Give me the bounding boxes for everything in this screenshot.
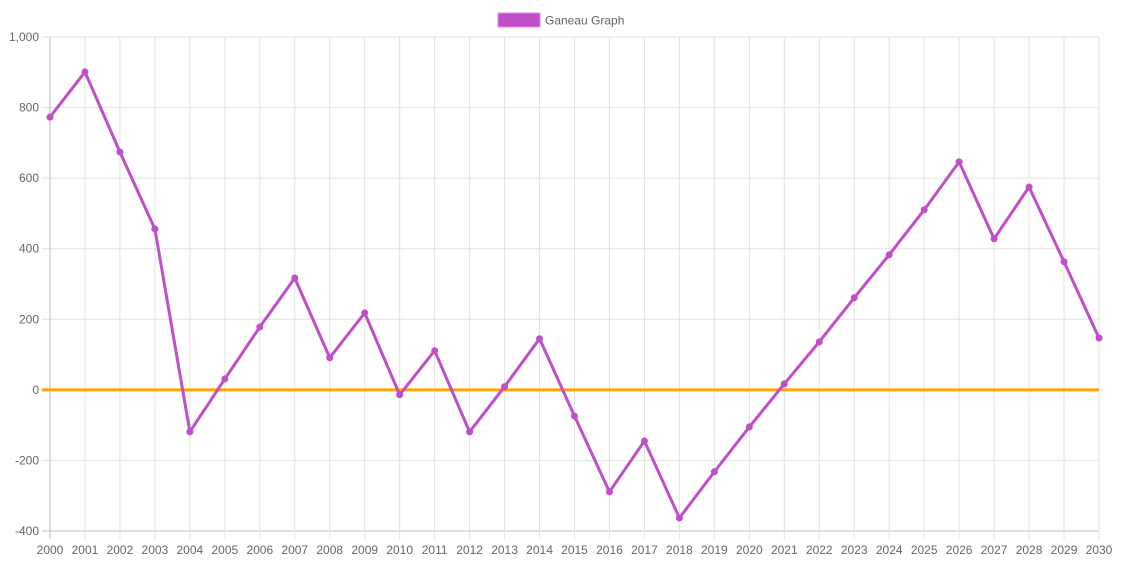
y-tick-label: 400 (19, 242, 39, 256)
x-tick-label: 2024 (876, 543, 903, 557)
y-tick-label: 600 (19, 171, 39, 185)
data-point (81, 68, 89, 76)
grid (42, 36, 1100, 539)
data-point (745, 423, 753, 431)
series-ganeau-graph (46, 68, 1103, 522)
legend-swatch (497, 12, 541, 28)
y-tick-label: 0 (32, 383, 39, 397)
data-point (291, 274, 299, 282)
x-tick-label: 2020 (736, 543, 763, 557)
x-tick-label: 2021 (771, 543, 798, 557)
data-point (431, 347, 439, 355)
data-point (780, 380, 788, 388)
x-tick-label: 2001 (72, 543, 99, 557)
x-tick-label: 2027 (981, 543, 1008, 557)
x-tick-label: 2030 (1086, 543, 1113, 557)
y-axis: -400 -200 0 200 400 600 800 1,000 (9, 30, 39, 538)
data-point (571, 412, 578, 420)
y-tick-label: 800 (19, 101, 39, 115)
x-tick-label: 2015 (561, 543, 588, 557)
data-point (186, 428, 194, 436)
data-point (221, 375, 229, 383)
y-tick-label: 200 (19, 312, 39, 326)
legend[interactable]: Ganeau Graph (497, 12, 624, 28)
data-point (466, 428, 474, 436)
data-point (640, 437, 648, 445)
x-tick-label: 2006 (246, 543, 273, 557)
data-point (850, 294, 858, 302)
x-tick-label: 2005 (211, 543, 238, 557)
x-tick-label: 2014 (526, 543, 553, 557)
data-point (396, 391, 404, 399)
x-tick-label: 2010 (386, 543, 413, 557)
y-tick-label: 1,000 (9, 30, 39, 44)
x-tick-label: 2022 (806, 543, 833, 557)
data-point (605, 488, 613, 496)
x-tick-label: 2017 (631, 543, 658, 557)
data-point (151, 225, 159, 233)
data-point (326, 354, 334, 362)
x-tick-label: 2025 (911, 543, 938, 557)
x-tick-label: 2023 (841, 543, 868, 557)
x-tick-label: 2018 (666, 543, 693, 557)
data-point (46, 113, 54, 121)
data-point (116, 148, 124, 156)
data-point (710, 468, 718, 476)
data-point (955, 158, 963, 166)
x-tick-label: 2011 (422, 543, 448, 557)
data-point (1060, 258, 1068, 266)
x-tick-label: 2026 (946, 543, 973, 557)
x-tick-label: 2003 (142, 543, 169, 557)
x-tick-label: 2008 (316, 543, 343, 557)
x-tick-label: 2013 (491, 543, 518, 557)
x-tick-label: 2012 (456, 543, 483, 557)
data-point (1025, 183, 1033, 191)
data-point (1095, 334, 1103, 342)
data-point (885, 251, 893, 259)
x-tick-label: 2004 (177, 543, 204, 557)
x-tick-label: 2000 (37, 543, 64, 557)
legend-label: Ganeau Graph (545, 14, 624, 28)
x-tick-label: 2007 (281, 543, 308, 557)
data-point (990, 235, 998, 243)
x-tick-label: 2016 (596, 543, 623, 557)
x-tick-label: 2028 (1016, 543, 1043, 557)
data-point (675, 514, 683, 522)
x-tick-label: 2019 (701, 543, 728, 557)
data-point (501, 383, 509, 391)
x-tick-label: 2029 (1051, 543, 1078, 557)
data-point (361, 309, 369, 317)
x-tick-label: 2009 (351, 543, 378, 557)
y-tick-label: -200 (15, 453, 39, 467)
data-point (920, 206, 928, 214)
data-point (256, 323, 264, 331)
y-tick-label: -400 (15, 524, 39, 538)
data-point (815, 338, 823, 346)
x-axis: 2000 2001 2002 2003 2004 2005 2006 2007 2008 2009… (37, 543, 1113, 557)
data-point (536, 335, 544, 343)
x-tick-label: 2002 (107, 543, 134, 557)
